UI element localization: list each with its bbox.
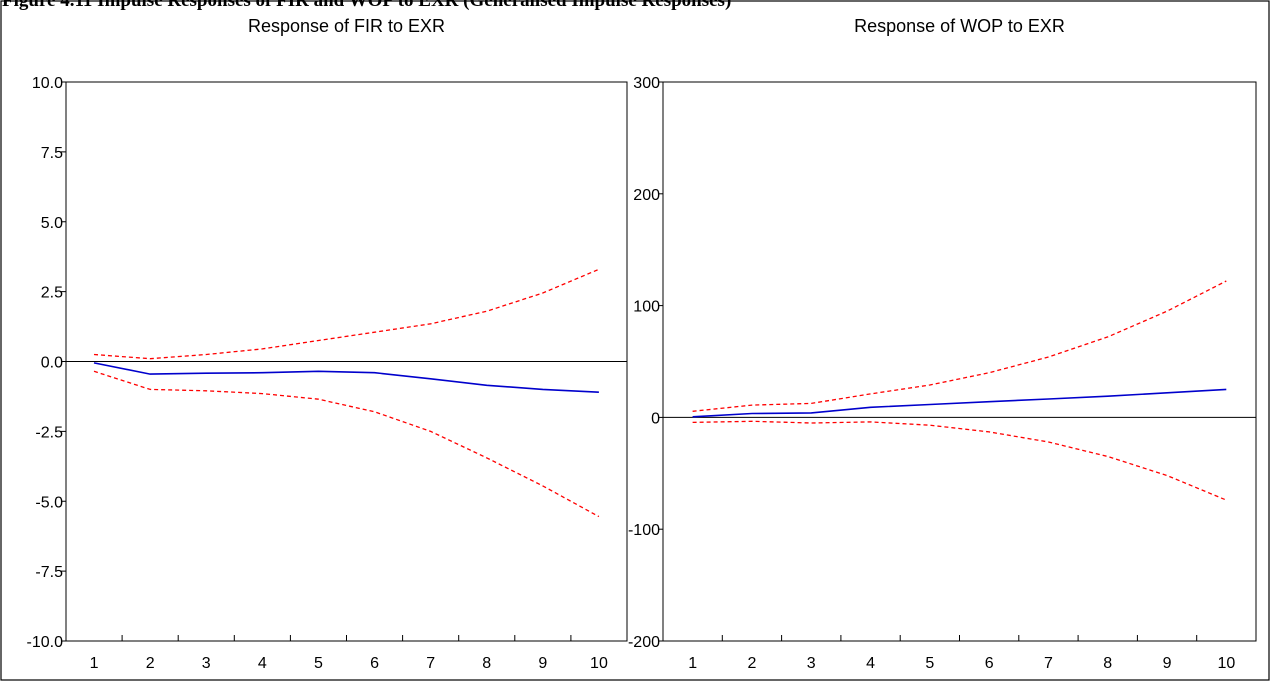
wop-y-tick-label: -200 xyxy=(628,634,660,651)
wop-x-tick-label: 4 xyxy=(866,655,875,672)
wop-y-tick-label: 100 xyxy=(633,299,660,316)
wop-x-tick-label: 6 xyxy=(985,655,994,672)
fir-y-tick-label: 7.5 xyxy=(41,145,63,162)
fir-x-tick-label: 1 xyxy=(90,655,99,672)
wop-y-tick-label: 200 xyxy=(633,187,660,204)
fir-y-tick-label: 2.5 xyxy=(41,285,63,302)
wop-y-tick-label: -100 xyxy=(628,522,660,539)
fir-response-line xyxy=(93,362,599,393)
wop-x-tick-label: 9 xyxy=(1163,655,1172,672)
fir-x-tick-label: 4 xyxy=(258,655,267,672)
fir-x-tick-label: 9 xyxy=(538,655,547,672)
wop-lower-line xyxy=(692,420,1227,501)
wop-x-tick-label: 8 xyxy=(1103,655,1112,672)
wop-x-tick-label: 10 xyxy=(1217,655,1235,672)
fir-x-tick-label: 8 xyxy=(482,655,491,672)
fir-x-tick-label: 3 xyxy=(202,655,211,672)
wop-x-tick-label: 5 xyxy=(925,655,934,672)
fir-y-tick-label: -7.5 xyxy=(35,564,63,581)
fir-x-tick-label: 10 xyxy=(590,655,608,672)
wop-y-tick-label: 0 xyxy=(651,410,660,427)
fir-y-tick-label: 5.0 xyxy=(41,215,63,232)
wop-x-tick-label: 3 xyxy=(807,655,816,672)
figure-caption: Figure 4.11 Impulse Responses of FIR and… xyxy=(2,0,732,11)
fir-y-tick-label: -5.0 xyxy=(35,494,63,511)
fir-lower-line xyxy=(93,370,600,518)
fir-x-tick-label: 5 xyxy=(314,655,323,672)
wop-y-tick-label: 300 xyxy=(633,75,660,92)
fir-y-tick-label: 10.0 xyxy=(32,75,63,92)
wop-plot-frame xyxy=(662,81,1257,642)
wop-x-tick-label: 1 xyxy=(688,655,697,672)
wop-chart-title: Response of WOP to EXR xyxy=(854,16,1065,36)
wop-upper-line xyxy=(692,280,1227,412)
fir-x-tick-label: 7 xyxy=(426,655,435,672)
wop-x-tick-label: 2 xyxy=(747,655,756,672)
fir-upper-line xyxy=(93,268,600,360)
wop-response-line xyxy=(692,388,1227,418)
fir-y-tick-label: 0.0 xyxy=(41,355,63,372)
fir-chart-title: Response of FIR to EXR xyxy=(248,16,445,36)
fir-x-tick-label: 2 xyxy=(146,655,155,672)
fir-x-tick-label: 6 xyxy=(370,655,379,672)
fir-y-tick-label: -10.0 xyxy=(27,634,64,651)
fir-y-tick-label: -2.5 xyxy=(35,424,63,441)
wop-x-tick-label: 7 xyxy=(1044,655,1053,672)
